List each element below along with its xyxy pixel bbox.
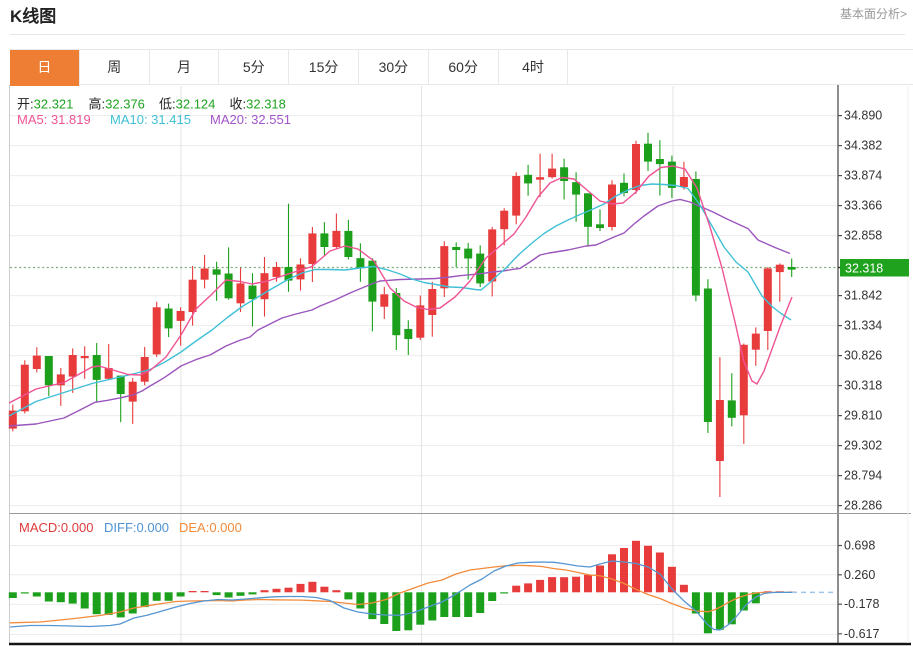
svg-text:MA5: 31.819: MA5: 31.819 <box>17 112 91 127</box>
svg-text:0.260: 0.260 <box>844 568 875 582</box>
svg-text:28.794: 28.794 <box>844 469 882 483</box>
svg-text:34.382: 34.382 <box>844 139 882 153</box>
svg-text:33.874: 33.874 <box>844 169 882 183</box>
svg-text:29.810: 29.810 <box>844 409 882 423</box>
svg-text:32.318: 32.318 <box>845 262 883 276</box>
svg-text:34.890: 34.890 <box>844 109 882 123</box>
svg-text:29.302: 29.302 <box>844 439 882 453</box>
svg-text:DEA:0.000: DEA:0.000 <box>179 520 242 535</box>
svg-text:MA20: 32.551: MA20: 32.551 <box>210 112 291 127</box>
svg-text:33.366: 33.366 <box>844 199 882 213</box>
svg-text:MA10: 31.415: MA10: 31.415 <box>110 112 191 127</box>
svg-text:31.842: 31.842 <box>844 289 882 303</box>
svg-text:31.334: 31.334 <box>844 319 882 333</box>
svg-text:0.698: 0.698 <box>844 539 875 553</box>
svg-text:-0.178: -0.178 <box>844 597 879 611</box>
svg-text:32.858: 32.858 <box>844 229 882 243</box>
svg-text:30.318: 30.318 <box>844 379 882 393</box>
svg-text:28.286: 28.286 <box>844 499 882 513</box>
svg-text:-0.617: -0.617 <box>844 627 879 641</box>
svg-text:MACD:0.000: MACD:0.000 <box>19 520 93 535</box>
svg-text:30.826: 30.826 <box>844 349 882 363</box>
svg-text:DIFF:0.000: DIFF:0.000 <box>104 520 169 535</box>
